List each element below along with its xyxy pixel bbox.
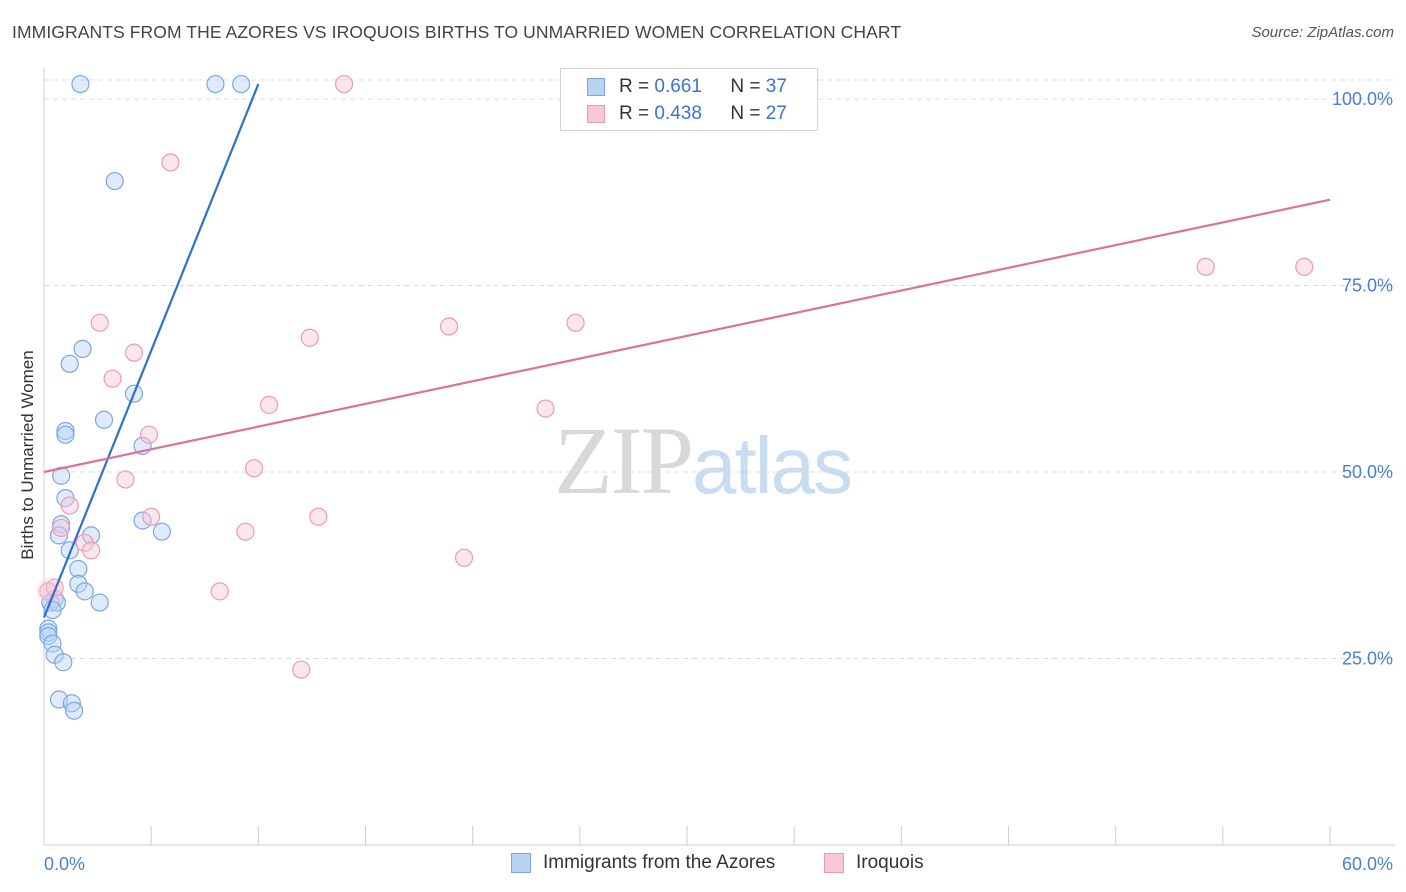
legend-row-azores: R = 0.661 N = 37 [587, 75, 787, 99]
azores-point [64, 701, 84, 720]
stats-legend: R = 0.661 N = 37 R = 0.438 N = 27 [560, 68, 818, 131]
iroquois-point [300, 328, 319, 347]
legend-row-iroquois: R = 0.438 N = 27 [587, 102, 787, 126]
iroquois-point [292, 660, 311, 679]
y-tick-label: 100.0% [1332, 89, 1393, 109]
tick-labels: 100.0% 75.0% 50.0% 25.0% 0.0% 60.0% [44, 89, 1393, 874]
iroquois-legend-swatch [824, 853, 844, 873]
iroquois-point [210, 582, 229, 601]
azores-point [62, 694, 81, 713]
watermark: ZIPatlas [554, 405, 853, 516]
watermark-atlas: atlas [692, 421, 853, 510]
r-label: R = [619, 76, 650, 97]
iroquois-trendline [43, 198, 1331, 474]
grid [44, 79, 1395, 659]
azores-trendline [42, 83, 260, 618]
iroquois-swatch [587, 105, 605, 123]
series-legend: Immigrants from the Azores Iroquois [0, 852, 1406, 878]
iroquois-point [244, 459, 264, 478]
legend-label-iroquois: Iroquois [856, 852, 924, 873]
y-tick-label: 50.0% [1342, 462, 1393, 482]
r-value: 0.661 [654, 76, 702, 97]
azores-point [69, 559, 88, 579]
azores-point [94, 410, 114, 429]
iroquois-point [1295, 257, 1314, 276]
azores-point [54, 653, 73, 672]
iroquois-point [45, 578, 64, 597]
azores-point [206, 74, 225, 94]
iroquois-point [90, 313, 109, 332]
azores-swatch [587, 78, 605, 96]
n-label: N = [730, 103, 761, 124]
azores-point [60, 541, 79, 560]
points [36, 74, 1314, 720]
y-tick-label: 25.0% [1342, 649, 1393, 669]
iroquois-point [1196, 257, 1215, 276]
iroquois-point [536, 399, 555, 418]
iroquois-point [139, 425, 159, 444]
azores-point [60, 354, 79, 373]
azores-point [52, 466, 71, 485]
chart-title: IMMIGRANTS FROM THE AZORES VS IROQUOIS B… [12, 22, 902, 42]
azores-point [105, 171, 124, 191]
r-label: R = [619, 103, 650, 124]
iroquois-point [236, 522, 255, 541]
n-value: 27 [765, 103, 787, 124]
trendlines [42, 83, 1331, 618]
iroquois-point [82, 541, 101, 560]
azores-point [232, 74, 251, 94]
iroquois-point [309, 507, 328, 526]
r-value: 0.438 [654, 103, 702, 124]
iroquois-point [334, 74, 354, 94]
watermark-zip: ZIP [554, 407, 694, 514]
legend-label-azores: Immigrants from the Azores [543, 852, 776, 873]
x-tick-label: 0.0% [44, 854, 85, 874]
legend-item-iroquois[interactable]: Iroquois [824, 852, 924, 874]
azores-point [43, 634, 62, 653]
iroquois-point [103, 369, 122, 388]
iroquois-point [75, 533, 94, 552]
n-label: N = [730, 76, 761, 97]
y-tick-label: 75.0% [1342, 276, 1393, 296]
iroquois-point [259, 395, 279, 414]
azores-point [73, 339, 92, 359]
x-tick-label: 60.0% [1342, 854, 1393, 874]
azores-point [152, 522, 171, 541]
azores-point [56, 425, 75, 444]
legend-item-azores[interactable]: Immigrants from the Azores [511, 852, 775, 874]
iroquois-point [124, 343, 144, 362]
n-value: 37 [765, 76, 787, 97]
iroquois-point [161, 153, 180, 172]
azores-point [49, 526, 69, 545]
azores-point [75, 582, 94, 601]
azores-legend-swatch [511, 853, 531, 873]
azores-point [69, 574, 88, 594]
iroquois-point [439, 317, 459, 336]
source-label: Source: ZipAtlas.com [1251, 24, 1394, 41]
iroquois-point [52, 518, 71, 538]
iroquois-point [142, 507, 161, 526]
azores-point [90, 593, 109, 612]
iroquois-point [116, 470, 135, 489]
iroquois-point [454, 548, 474, 567]
axes [43, 68, 1395, 846]
azores-point [71, 74, 90, 94]
azores-point [82, 526, 101, 545]
iroquois-point [60, 496, 79, 515]
iroquois-point [566, 313, 585, 332]
